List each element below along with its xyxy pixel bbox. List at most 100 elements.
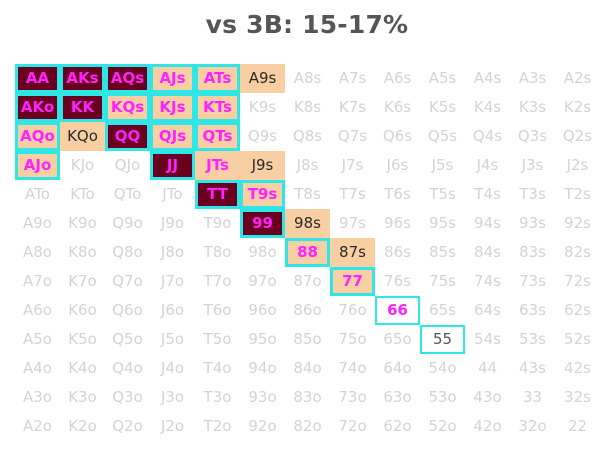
hand-cell-q3o: Q3o — [112, 388, 143, 406]
hand-cell-63s: 63s — [519, 301, 546, 319]
hand-cell-87s: 87s — [330, 238, 375, 267]
hand-cell-42o: 42o — [473, 417, 502, 435]
hand-cell-53o: 53o — [428, 388, 457, 406]
hand-cell-84o: 84o — [293, 359, 322, 377]
hand-cell-44: 44 — [477, 359, 498, 377]
hand-cell-q6s: Q6s — [382, 127, 413, 145]
hand-cell-q9o: Q9o — [112, 214, 143, 232]
hand-cell-22: 22 — [567, 417, 588, 435]
hand-cell-j5o: J5o — [160, 330, 185, 348]
hand-cell-87o: 87o — [293, 272, 322, 290]
hand-cell-q7o: Q7o — [112, 272, 143, 290]
hand-cell-kqs: KQs — [105, 93, 150, 122]
hand-cell-55: 55 — [420, 325, 465, 354]
hand-cell-k6s: K6s — [383, 98, 412, 116]
hand-cell-a9o: A9o — [23, 214, 52, 232]
hand-cell-74s: 74s — [474, 272, 501, 290]
hand-cell-kjo: KJo — [70, 156, 95, 174]
hand-cell-k7s: K7s — [338, 98, 367, 116]
hand-cell-83s: 83s — [519, 243, 546, 261]
hand-cell-t7o: T7o — [203, 272, 232, 290]
hand-cell-t4o: T4o — [203, 359, 232, 377]
hand-cell-t8o: T8o — [203, 243, 232, 261]
hand-cell-65o: 65o — [383, 330, 412, 348]
hand-cell-a6o: A6o — [23, 301, 52, 319]
hand-cell-93o: 93o — [248, 388, 277, 406]
hand-cell-j8o: J8o — [160, 243, 185, 261]
hand-cell-54s: 54s — [474, 330, 501, 348]
hand-cell-kk: KK — [60, 93, 105, 122]
hand-cell-84s: 84s — [474, 243, 501, 261]
hand-cell-94o: 94o — [248, 359, 277, 377]
hand-cell-aqo: AQo — [15, 122, 60, 151]
hand-cell-kqo: KQo — [60, 122, 105, 151]
hand-cell-aa: AA — [15, 64, 60, 93]
hand-cell-q6o: Q6o — [112, 301, 143, 319]
hand-cell-k3o: K3o — [68, 388, 97, 406]
hand-cell-k2o: K2o — [68, 417, 97, 435]
hand-cell-76o: 76o — [338, 301, 367, 319]
hand-cell-53s: 53s — [519, 330, 546, 348]
hand-cell-jto: JTo — [162, 185, 183, 203]
hand-cell-63o: 63o — [383, 388, 412, 406]
hand-cell-72o: 72o — [338, 417, 367, 435]
hand-cell-q5s: Q5s — [427, 127, 458, 145]
hand-cell-a2o: A2o — [23, 417, 52, 435]
hand-cell-99: 99 — [240, 209, 285, 238]
hand-cell-85s: 85s — [429, 243, 456, 261]
hand-cell-j3o: J3o — [160, 388, 185, 406]
hand-cell-k5s: K5s — [428, 98, 457, 116]
hand-cell-88: 88 — [285, 238, 330, 267]
hand-cell-qts: QTs — [195, 122, 240, 151]
hand-cell-32o: 32o — [518, 417, 547, 435]
hand-cell-k9s: K9s — [248, 98, 277, 116]
hand-cell-t7s: T7s — [339, 185, 366, 203]
hand-cell-k9o: K9o — [68, 214, 97, 232]
page-title: vs 3B: 15-17% — [205, 10, 409, 39]
hand-cell-32s: 32s — [564, 388, 591, 406]
hand-cell-q4s: Q4s — [472, 127, 503, 145]
hand-cell-q4o: Q4o — [112, 359, 143, 377]
hand-cell-75s: 75s — [429, 272, 456, 290]
hand-cell-85o: 85o — [293, 330, 322, 348]
hand-cell-ajo: AJo — [15, 151, 60, 180]
hand-cell-92o: 92o — [248, 417, 277, 435]
hand-cell-a5s: A5s — [428, 69, 457, 87]
hand-cell-t4s: T4s — [474, 185, 501, 203]
hand-cell-jj: JJ — [150, 151, 195, 180]
hand-cell-a4o: A4o — [23, 359, 52, 377]
hand-cell-j6o: J6o — [160, 301, 185, 319]
hand-cell-t5o: T5o — [203, 330, 232, 348]
hand-cell-j2s: J2s — [566, 156, 589, 174]
hand-cell-k6o: K6o — [68, 301, 97, 319]
hand-cell-a9s: A9s — [240, 64, 285, 93]
hand-cell-76s: 76s — [384, 272, 411, 290]
hand-cell-ats: ATs — [195, 64, 240, 93]
hand-cell-aqs: AQs — [105, 64, 150, 93]
hand-cell-q5o: Q5o — [112, 330, 143, 348]
hand-cell-k4s: K4s — [473, 98, 502, 116]
hand-cell-62o: 62o — [383, 417, 412, 435]
hand-cell-a4s: A4s — [473, 69, 502, 87]
hand-cell-a2s: A2s — [563, 69, 592, 87]
hand-cell-t3o: T3o — [203, 388, 232, 406]
hand-cell-q7s: Q7s — [337, 127, 368, 145]
hand-cell-k7o: K7o — [68, 272, 97, 290]
hand-cell-k8o: K8o — [68, 243, 97, 261]
hand-cell-qjs: QJs — [150, 122, 195, 151]
hand-cell-a3s: A3s — [518, 69, 547, 87]
hand-cell-52o: 52o — [428, 417, 457, 435]
hand-cell-82s: 82s — [564, 243, 591, 261]
hand-cell-k2s: K2s — [563, 98, 592, 116]
hand-cell-j9o: J9o — [160, 214, 185, 232]
hand-cell-64s: 64s — [474, 301, 501, 319]
hand-cell-ajs: AJs — [150, 64, 195, 93]
hand-cell-tt: TT — [195, 180, 240, 209]
hand-cell-t6o: T6o — [203, 301, 232, 319]
hand-cell-33: 33 — [522, 388, 543, 406]
hand-cell-t6s: T6s — [384, 185, 411, 203]
hand-cell-j9s: J9s — [240, 151, 285, 180]
hand-cell-a7s: A7s — [338, 69, 367, 87]
hand-cell-a6s: A6s — [383, 69, 412, 87]
hand-cell-jts: JTs — [195, 151, 240, 180]
